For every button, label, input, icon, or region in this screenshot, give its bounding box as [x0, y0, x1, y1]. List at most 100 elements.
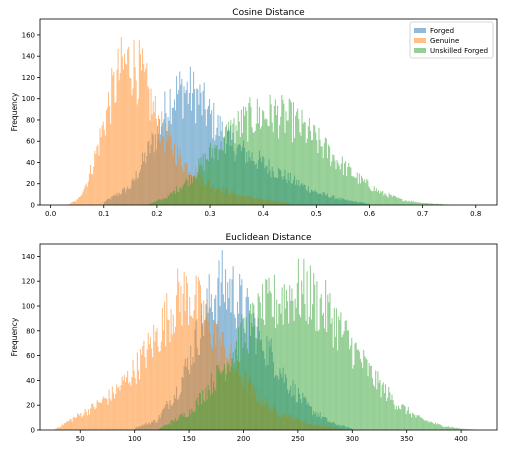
histogram-bin [213, 102, 215, 205]
histogram-bin [181, 78, 183, 205]
series-unskilled-forged [147, 94, 451, 205]
histogram-bin [172, 107, 174, 205]
histogram-bin [315, 330, 317, 430]
histogram-bin [143, 63, 145, 205]
histogram-bin [284, 133, 286, 205]
histogram-bin [65, 422, 67, 430]
histogram-bin [282, 99, 284, 205]
histogram-bin [164, 151, 166, 205]
histogram-bin [335, 308, 338, 430]
histogram-bin [55, 428, 57, 430]
histogram-bin [116, 384, 118, 430]
y-tick-label: 120 [22, 74, 35, 82]
histogram-bin [169, 134, 171, 205]
histogram-bin [74, 201, 76, 205]
histogram-bin [178, 281, 180, 430]
histogram-bin [346, 176, 348, 205]
histogram-bin [433, 424, 435, 430]
histogram-bin [108, 389, 110, 430]
histogram-bin [264, 324, 266, 430]
histogram-bin [401, 198, 403, 205]
histogram-bin [136, 352, 138, 430]
histogram-bin [179, 312, 181, 430]
histogram-bin [195, 275, 197, 430]
histogram-bin [209, 333, 211, 430]
histogram-bin [146, 63, 148, 205]
histogram-bin [403, 405, 405, 430]
histogram-bin [124, 382, 126, 430]
histogram-bin [214, 145, 216, 205]
histogram-bin [334, 336, 336, 430]
histogram-bin [167, 424, 169, 430]
histogram-bin [448, 426, 450, 430]
histogram-bin [160, 200, 162, 205]
histogram-bin [200, 157, 202, 205]
histogram-bin [295, 307, 297, 430]
histogram-bin [123, 53, 126, 205]
histogram-bin [145, 68, 147, 205]
histogram-bin [186, 81, 188, 205]
histogram-bin [280, 116, 282, 205]
histogram-bin [121, 376, 123, 430]
histogram-bin [421, 418, 424, 430]
histogram-bin [277, 105, 279, 205]
histogram-bin [211, 393, 214, 430]
histogram-bin [387, 197, 389, 205]
histogram-bin [112, 392, 114, 430]
histogram-bin [357, 349, 359, 430]
histogram-bin [93, 407, 95, 430]
histogram-bin [154, 95, 156, 205]
histogram-bin [305, 142, 307, 205]
histogram-bin [274, 99, 276, 205]
histogram-bin [415, 201, 417, 205]
histogram-bin [89, 165, 92, 205]
histogram-bin [140, 349, 142, 430]
histogram-bin [201, 115, 203, 205]
histogram-bin [411, 201, 414, 205]
histogram-bin [120, 37, 122, 205]
histogram-bin [331, 161, 333, 205]
histogram-bin [405, 414, 407, 430]
histogram-bin [349, 349, 351, 430]
histogram-bin [92, 174, 94, 205]
histogram-bin [194, 89, 196, 205]
histogram-bin [390, 194, 392, 205]
histogram-bin [170, 420, 172, 430]
histogram-bin [341, 156, 343, 205]
histogram-bin [154, 341, 156, 430]
histogram-bin [75, 201, 77, 205]
y-tick-label: 60 [26, 352, 35, 360]
histogram-bin [338, 165, 340, 205]
histogram-bin [93, 166, 95, 205]
histogram-bin [376, 389, 378, 430]
histogram-bin [166, 293, 168, 430]
histogram-bin [240, 109, 242, 205]
histogram-bin [84, 408, 86, 430]
x-tick-label: 0.2 [151, 210, 162, 218]
histogram-bin [325, 279, 327, 430]
histogram-bin [407, 200, 409, 205]
histogram-bin [406, 201, 408, 205]
histogram-bin [360, 175, 363, 205]
histogram-bin [181, 413, 183, 430]
histogram-bin [419, 202, 421, 205]
histogram-bin [203, 300, 205, 430]
histogram-bin [69, 419, 71, 430]
histogram-bin [217, 365, 219, 430]
histogram-bin [371, 378, 373, 430]
histogram-bin [128, 46, 130, 205]
histogram-bin [318, 127, 320, 205]
histogram-bin [235, 125, 237, 205]
histogram-bin [395, 406, 397, 430]
histogram-bin [277, 324, 279, 430]
histogram-bin [208, 308, 210, 430]
histogram-bin [320, 146, 322, 205]
histogram-bin [224, 269, 227, 430]
histogram-bin [387, 397, 389, 430]
histogram-bin [185, 90, 187, 205]
histogram-bin [417, 415, 419, 430]
histogram-bin [400, 409, 402, 430]
histogram-bin [302, 294, 304, 430]
histogram-bin [177, 145, 179, 205]
histogram-bin [206, 299, 208, 430]
